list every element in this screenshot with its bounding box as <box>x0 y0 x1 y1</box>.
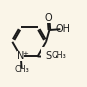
Text: CH₃: CH₃ <box>14 65 29 74</box>
Text: OH: OH <box>55 24 70 34</box>
Text: N: N <box>17 51 24 61</box>
Text: +: + <box>22 51 28 57</box>
Text: S: S <box>46 51 52 61</box>
Text: O: O <box>45 13 53 23</box>
Text: CH₃: CH₃ <box>52 52 66 60</box>
